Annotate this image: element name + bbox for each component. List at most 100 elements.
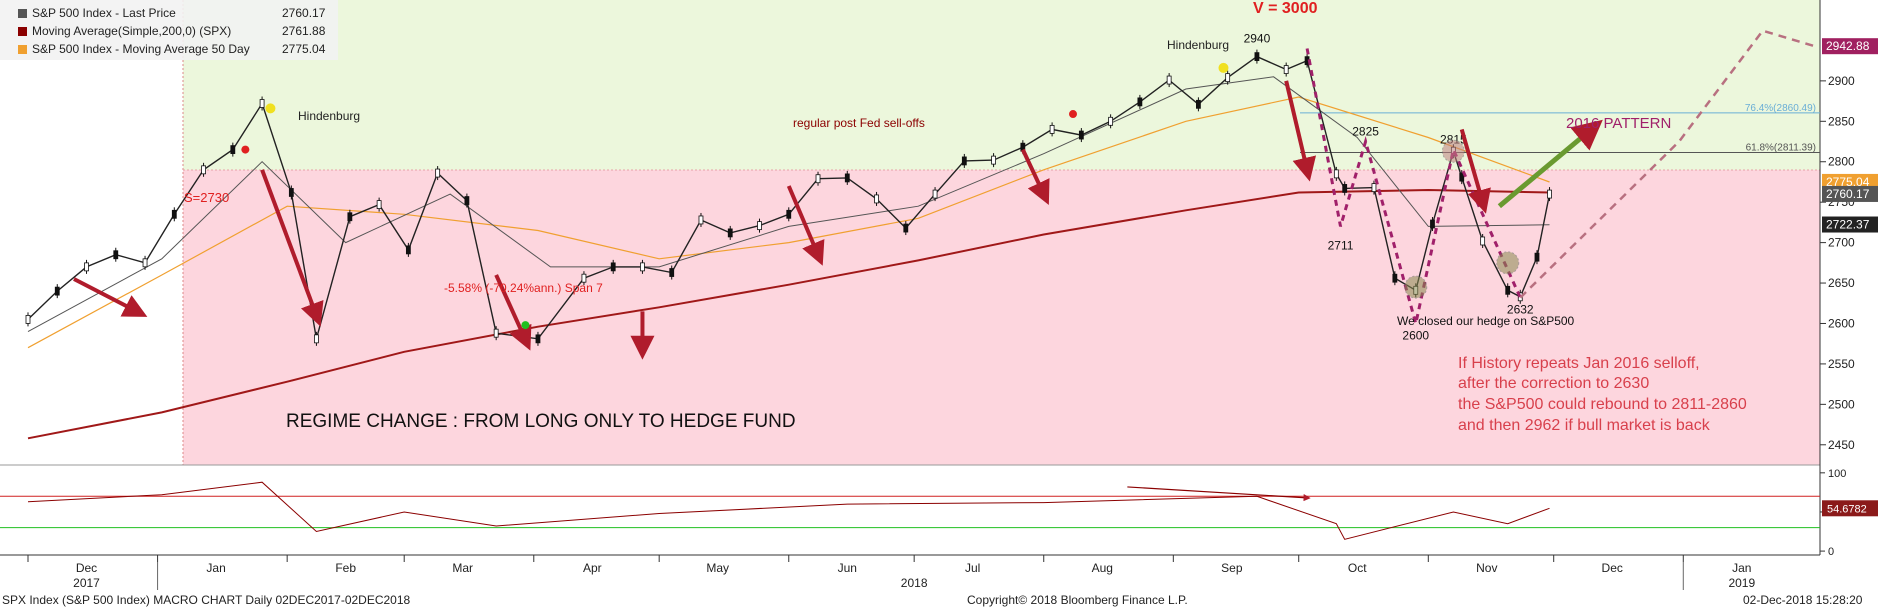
price-candle-18 bbox=[581, 273, 587, 283]
price-candle-25 bbox=[786, 209, 792, 219]
rsi-value-label: 54.6782 bbox=[1827, 503, 1867, 515]
price-candle-19 bbox=[610, 262, 616, 272]
y-tick-label-5: 2700 bbox=[1828, 236, 1855, 250]
footer-right: 02-Dec-2018 15:28:20 bbox=[1743, 593, 1863, 607]
x-month-label-5: May bbox=[706, 561, 729, 575]
legend-value-2: 2761.88 bbox=[282, 24, 326, 38]
price-candle-28 bbox=[874, 194, 879, 204]
price-candle-27 bbox=[844, 173, 850, 183]
price-candle-21 bbox=[669, 268, 675, 277]
y-tick-label-8: 2850 bbox=[1828, 114, 1855, 128]
price-candle-2 bbox=[84, 262, 89, 272]
point-label-2600: 2600 bbox=[1402, 328, 1429, 342]
price-candle-11 bbox=[347, 212, 353, 222]
x-month-label-11: Nov bbox=[1476, 561, 1497, 575]
selloff-arrow-6 bbox=[1459, 128, 1491, 214]
y-tick-label-2: 2550 bbox=[1828, 357, 1855, 371]
signal-dot-0 bbox=[241, 145, 250, 154]
price-candle-26 bbox=[815, 174, 821, 184]
point-label-2940: 2940 bbox=[1244, 32, 1271, 46]
ma50-line bbox=[27, 96, 1550, 349]
price-candle-13 bbox=[405, 245, 411, 255]
price-candle-5 bbox=[171, 209, 177, 219]
y-tick-label-3: 2600 bbox=[1828, 316, 1855, 330]
right-value-box-3 bbox=[1822, 216, 1878, 233]
x-month-label-12: Dec bbox=[1602, 561, 1623, 575]
price-candle-15 bbox=[464, 196, 470, 205]
pivot-circle-0 bbox=[1404, 275, 1428, 299]
price-candle-41 bbox=[1254, 52, 1260, 62]
legend-swatch-1 bbox=[18, 9, 27, 18]
red-zone bbox=[183, 170, 1820, 465]
x-month-label-9: Sep bbox=[1221, 561, 1243, 575]
point-label-2711: 2711 bbox=[1328, 239, 1354, 253]
x-month-label-0: Dec bbox=[76, 561, 97, 575]
right-value-label-0: 2942.88 bbox=[1826, 39, 1870, 53]
price-series bbox=[25, 49, 1552, 346]
price-candle-23 bbox=[727, 228, 733, 238]
price-candle-53 bbox=[1505, 285, 1511, 295]
price-candle-10 bbox=[314, 334, 319, 344]
history-line-1: If History repeats Jan 2016 selloff, bbox=[1458, 355, 1700, 372]
history-line-3: the S&P500 could rebound to 2811-2860 bbox=[1458, 396, 1747, 413]
selloff-arrow-5 bbox=[1284, 80, 1317, 182]
y-tick-label-9: 2900 bbox=[1828, 74, 1855, 88]
price-candle-14 bbox=[435, 168, 441, 178]
price-candle-38 bbox=[1166, 75, 1172, 85]
price-candle-40 bbox=[1225, 73, 1231, 83]
price-candle-34 bbox=[1049, 124, 1055, 134]
x-month-label-10: Oct bbox=[1348, 561, 1367, 575]
price-candle-1 bbox=[54, 286, 60, 296]
pivot-circle-1 bbox=[1496, 251, 1520, 275]
hindenburg-dot-1 bbox=[1218, 62, 1229, 73]
price-candle-32 bbox=[991, 155, 996, 165]
y-tick-label-4: 2650 bbox=[1828, 276, 1855, 290]
price-candle-44 bbox=[1333, 169, 1339, 179]
rsi-panel: 10050054.6782 bbox=[0, 468, 1878, 558]
right-value-box-1 bbox=[1822, 173, 1878, 190]
price-candle-3 bbox=[113, 250, 119, 260]
right-value-label-1: 2775.04 bbox=[1826, 175, 1870, 189]
v-target-label: V = 3000 bbox=[1253, 0, 1318, 17]
footer-left: SPX Index (S&P 500 Index) MACRO CHART Da… bbox=[2, 593, 411, 607]
rsi-value-box bbox=[1822, 500, 1878, 517]
pattern-path bbox=[1305, 48, 1522, 324]
x-month-label-6: Jun bbox=[838, 561, 857, 575]
price-candle-42 bbox=[1283, 65, 1289, 74]
hindenburg-label-1: Hindenburg bbox=[298, 109, 360, 123]
fib-label-0: 76.4%(2860.49) bbox=[1745, 103, 1816, 114]
rsi-divergence-arrow bbox=[1127, 486, 1311, 502]
legend-value-3: 2775.04 bbox=[282, 42, 326, 56]
rebound-arrow bbox=[1497, 119, 1603, 209]
x-month-label-2: Feb bbox=[335, 561, 356, 575]
x-month-label-4: Apr bbox=[583, 561, 602, 575]
ma200-line bbox=[27, 188, 1550, 440]
signal-dot-2 bbox=[521, 321, 530, 330]
price-candle-24 bbox=[757, 221, 762, 231]
price-candle-37 bbox=[1137, 97, 1143, 107]
selloff-arrow-1 bbox=[494, 274, 532, 351]
span-label: -5.58% (-70.24%ann.) Span 7 bbox=[444, 281, 603, 295]
price-candle-7 bbox=[230, 145, 236, 155]
green-zone bbox=[183, 0, 1820, 170]
rsi-tick-label-2: 0 bbox=[1828, 546, 1834, 558]
price-candle-29 bbox=[903, 223, 909, 233]
price-candle-45 bbox=[1342, 184, 1348, 193]
price-candle-46 bbox=[1371, 183, 1377, 193]
y-tick-label-7: 2800 bbox=[1828, 155, 1855, 169]
price-candle-36 bbox=[1108, 116, 1114, 126]
price-candle-16 bbox=[493, 328, 499, 338]
legend: S&P 500 Index - Last Price 2760.17 Movin… bbox=[0, 0, 338, 60]
legend-box bbox=[0, 0, 338, 60]
signal-dot-1 bbox=[1069, 110, 1077, 119]
rsi-line bbox=[27, 481, 1550, 540]
right-value-box-0 bbox=[1822, 38, 1878, 55]
history-line-2: after the correction to 2630 bbox=[1458, 375, 1649, 392]
x-year-label-0: 2017 bbox=[73, 576, 100, 590]
x-month-label-1: Jan bbox=[206, 561, 225, 575]
legend-label-2: Moving Average(Simple,200,0) (SPX) bbox=[32, 24, 231, 38]
history-line-4: and then 2962 if bull market is back bbox=[1458, 417, 1711, 434]
x-month-label-3: Mar bbox=[452, 561, 473, 575]
